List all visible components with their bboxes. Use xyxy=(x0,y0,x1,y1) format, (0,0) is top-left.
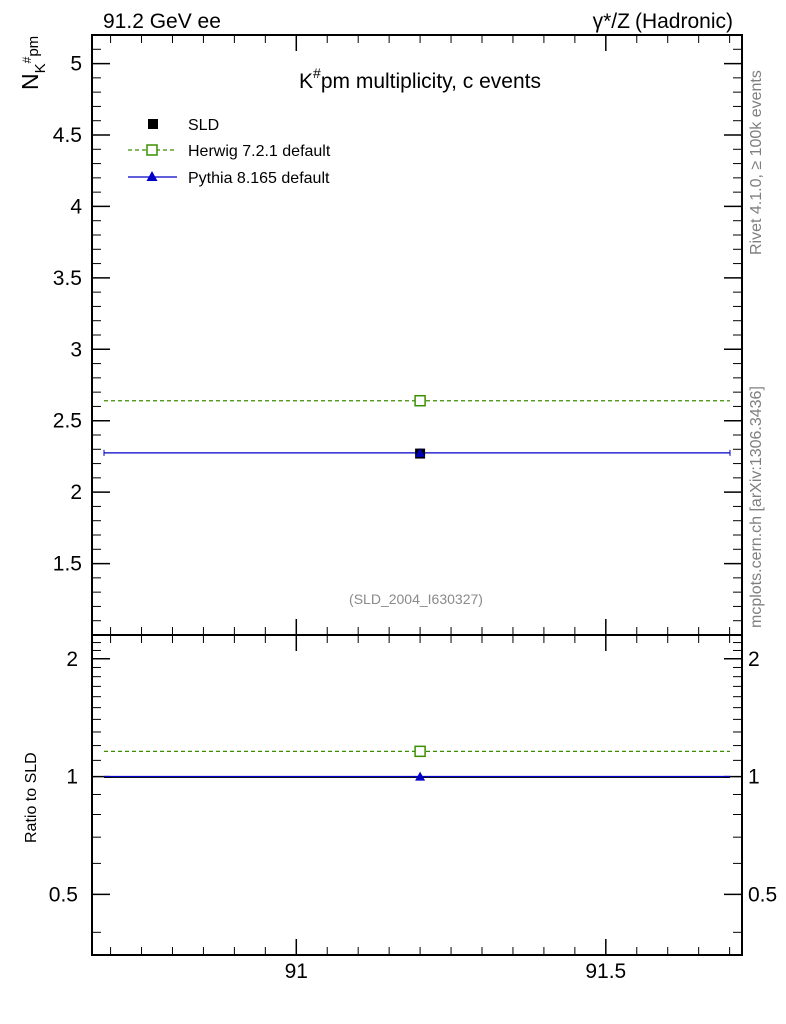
plot-title: K#pm multiplicity, c events xyxy=(299,65,541,93)
ratio-pythia-point xyxy=(415,771,426,781)
ratio-y-tick-label-right: 2 xyxy=(748,648,760,671)
legend-herwig-marker xyxy=(146,144,158,156)
ratio-y-tick-label: 2 xyxy=(66,648,78,671)
analysis-watermark: (SLD_2004_I630327) xyxy=(349,591,483,607)
main-y-tick-label: 3 xyxy=(70,338,82,361)
main-y-axis-title-sub: K xyxy=(32,63,49,73)
legend-sld-marker xyxy=(148,119,158,129)
main-y-tick-label: 3.5 xyxy=(53,267,82,290)
energy-label: 91.2 GeV ee xyxy=(103,10,221,33)
rivet-version-label: Rivet 4.1.0, ≥ 100k events xyxy=(748,70,765,255)
main-y-tick-label: 2.5 xyxy=(53,410,82,433)
legend-sld-label: SLD xyxy=(188,117,219,134)
main-y-tick-label: 2 xyxy=(70,481,82,504)
main-y-axis-title-n: N xyxy=(17,73,43,90)
ratio-y-tick-label-right: 0.5 xyxy=(748,883,777,906)
ratio-y-tick-label: 0.5 xyxy=(49,883,78,906)
plot-title-k: K xyxy=(299,70,313,93)
main-y-tick-label: 4 xyxy=(70,195,82,218)
main-y-tick-label: 5 xyxy=(70,53,82,76)
ratio-y-tick-label-right: 1 xyxy=(748,766,760,789)
legend-pythia-label: Pythia 8.165 default xyxy=(188,170,330,187)
process-label-prefix: γ*/Z xyxy=(593,10,631,33)
ratio-y-tick-label: 1 xyxy=(66,766,78,789)
ratio-panel-frame xyxy=(91,634,743,956)
main-y-axis-title-sub2: pm xyxy=(25,36,42,57)
ratio-y-axis-title: Ratio to SLD xyxy=(23,752,40,843)
main-y-tick-label: 1.5 xyxy=(53,553,82,576)
axes-layer: 1.5 2 2.5 3 3.5 4 4.5 5 91 91.5 0.5 0.5 1 1 2 2 xyxy=(49,34,777,983)
legend-herwig-label: Herwig 7.2.1 default xyxy=(188,143,331,160)
process-label-suffix: (Hadronic) xyxy=(635,10,733,33)
herwig-point xyxy=(414,394,426,407)
x-tick-label: 91 xyxy=(285,960,308,983)
legend-pythia-marker xyxy=(146,171,158,181)
pythia-point xyxy=(415,447,426,457)
ratio-herwig-point xyxy=(414,745,426,758)
plot-title-sup: # xyxy=(313,65,321,81)
x-tick-label: 91.5 xyxy=(585,960,626,983)
main-y-tick-label: 4.5 xyxy=(53,124,82,147)
mcplots-label: mcplots.cern.ch [arXiv:1306.3436] xyxy=(748,386,765,628)
legend: SLD Herwig 7.2.1 default Pythia 8.165 de… xyxy=(128,117,331,187)
plot-title-rest: pm multiplicity, c events xyxy=(321,70,541,93)
main-y-axis-title-sup: # xyxy=(20,56,34,63)
series-layer xyxy=(103,394,731,781)
main-y-axis-title: NK#pm xyxy=(17,36,49,90)
process-label: γ*/Z (Hadronic) xyxy=(593,10,733,33)
